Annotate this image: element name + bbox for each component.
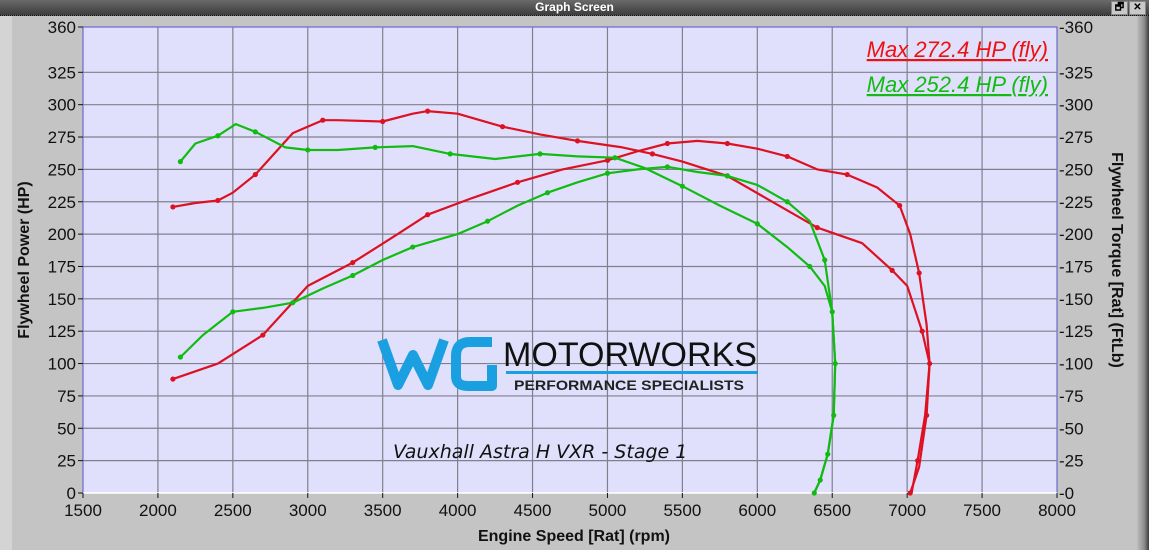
x-tick-label: 2500 xyxy=(214,501,252,520)
x-tick-label: 7000 xyxy=(888,501,926,520)
y-tick-label: 0 xyxy=(67,484,76,503)
y-tick-label: 100 xyxy=(48,355,76,374)
y-right-tick-label: -325 xyxy=(1059,63,1093,82)
wg-mark-icon xyxy=(377,337,497,391)
x-tick-label: 6000 xyxy=(738,501,776,520)
y-right-tick-label: -25 xyxy=(1059,452,1084,471)
y-right-tick-label: -50 xyxy=(1059,419,1084,438)
window-title: Graph Screen xyxy=(535,0,614,14)
x-tick-label: 6500 xyxy=(813,501,851,520)
x-tick-label: 5000 xyxy=(589,501,627,520)
y-right-tick-label: -175 xyxy=(1059,257,1093,276)
y-right-tick-label: -150 xyxy=(1059,290,1093,309)
x-axis-label: Engine Speed [Rat] (rpm) xyxy=(478,528,670,545)
logo-tagline: PERFORMANCE SPECIALISTS xyxy=(514,377,744,393)
restore-window-button[interactable]: 🗗 xyxy=(1111,1,1128,15)
close-window-button[interactable]: ✕ xyxy=(1129,1,1146,15)
right-y-axis-ticks: -0 -25 -50 -75 -100 -125 -150 -175 -200 -225 -250 -… xyxy=(1059,18,1093,503)
window-right-scrollbar[interactable] xyxy=(1137,16,1149,550)
x-tick-label: 8000 xyxy=(1038,501,1076,520)
x-tick-label: 3000 xyxy=(289,501,327,520)
x-tick-label: 5500 xyxy=(663,501,701,520)
logo-name: MOTORWORKS xyxy=(503,336,757,374)
window-titlebar: Graph Screen 🗗 ✕ xyxy=(0,0,1149,16)
right-y-axis-label: Flywheel Torque [Rat] (FtLb) xyxy=(1108,152,1125,368)
y-right-tick-label: -360 xyxy=(1059,18,1093,37)
x-tick-label: 3500 xyxy=(364,501,402,520)
wg-motorworks-logo: MOTORWORKS PERFORMANCE SPECIALISTS xyxy=(377,336,758,393)
y-tick-label: 275 xyxy=(48,128,76,147)
y-tick-label: 225 xyxy=(48,193,76,212)
y-right-tick-label: -0 xyxy=(1059,484,1074,503)
y-tick-label: 200 xyxy=(48,225,76,244)
logo-underline xyxy=(506,371,758,374)
x-tick-label: 4500 xyxy=(514,501,552,520)
legend-red-max: Max 272.4 HP (fly) xyxy=(867,37,1048,62)
curve-3 xyxy=(179,122,837,494)
chart-curves xyxy=(170,108,933,496)
y-right-tick-label: -125 xyxy=(1059,322,1093,341)
y-tick-label: 125 xyxy=(48,322,76,341)
y-tick-label: 360 xyxy=(48,18,76,37)
x-axis-ticks: 1500 2000 2500 3000 3500 4000 4500 5000 5500 6000… xyxy=(64,493,1076,520)
y-right-tick-label: -250 xyxy=(1059,160,1093,179)
y-tick-label: 50 xyxy=(57,419,76,438)
y-right-tick-label: -100 xyxy=(1059,355,1093,374)
y-tick-label: 300 xyxy=(48,96,76,115)
y-right-tick-label: -300 xyxy=(1059,96,1093,115)
curve-0 xyxy=(172,139,931,494)
y-right-tick-label: -275 xyxy=(1059,128,1093,147)
left-y-axis-ticks: 0 25 50 75 100 125 150 175 200 225 250 275 300 325 360 xyxy=(48,18,83,503)
chart-subtitle: Vauxhall Astra H VXR - Stage 1 xyxy=(393,441,687,463)
y-tick-label: 150 xyxy=(48,290,76,309)
y-tick-label: 175 xyxy=(48,257,76,276)
x-tick-label: 4000 xyxy=(439,501,477,520)
x-tick-label: 1500 xyxy=(64,501,102,520)
x-tick-label: 2000 xyxy=(139,501,177,520)
y-tick-label: 325 xyxy=(48,63,76,82)
y-tick-label: 250 xyxy=(48,160,76,179)
y-right-tick-label: -200 xyxy=(1059,225,1093,244)
x-tick-label: 7500 xyxy=(963,501,1001,520)
y-right-tick-label: -75 xyxy=(1059,387,1084,406)
window-left-border xyxy=(0,16,12,550)
legend-green-max: Max 252.4 HP (fly) xyxy=(867,72,1048,97)
y-tick-label: 75 xyxy=(57,387,76,406)
y-right-tick-label: -225 xyxy=(1059,193,1093,212)
y-tick-label: 25 xyxy=(57,452,76,471)
left-y-axis-label: Flywheel Power (HP) xyxy=(16,181,33,338)
